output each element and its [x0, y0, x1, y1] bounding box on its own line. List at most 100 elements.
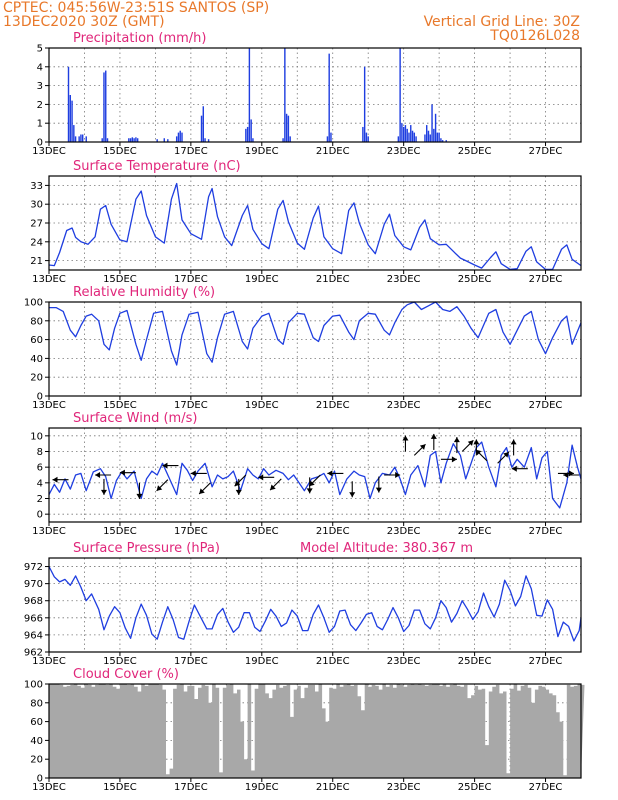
x-tick-label: 25DEC — [458, 274, 492, 285]
y-tick-label: 100 — [24, 298, 43, 309]
precip-bar — [74, 136, 77, 142]
wind-arrow-head — [136, 493, 143, 499]
wind-arrow — [119, 469, 136, 476]
precip-bar — [156, 139, 158, 142]
x-tick-label: 19DEC — [245, 274, 279, 285]
precip-bar — [101, 138, 103, 142]
x-tick-label: 23DEC — [387, 274, 421, 285]
plot-frame — [48, 175, 582, 271]
x-tick-label: 23DEC — [387, 782, 421, 793]
precip-bar — [136, 138, 139, 142]
panel-temp: 21 24 27 30 33 Surface Temperature (nC) 13DEC 1… — [30, 159, 582, 285]
temp-series-line — [48, 182, 582, 271]
precip-bar — [81, 134, 84, 142]
y-tick-label: 40 — [30, 354, 43, 365]
precip-bar — [207, 139, 210, 142]
wind-arrow — [497, 451, 510, 464]
precip-bar — [163, 138, 165, 142]
precip-bar — [181, 132, 183, 142]
precip-bar — [248, 48, 251, 142]
wind-arrow — [136, 482, 143, 499]
panel-title: Relative Humidity (%) — [73, 285, 215, 300]
wind-arrow — [258, 474, 275, 481]
x-tick-label: 15DEC — [103, 526, 137, 537]
wind-arrow — [52, 476, 69, 483]
wind-arrow-head — [199, 488, 205, 495]
precip-bar — [252, 138, 254, 142]
x-tick-label: 23DEC — [387, 656, 421, 667]
wind-arrow — [430, 433, 437, 450]
wind-arrow-head — [258, 474, 264, 481]
y-tick-label: 0 — [37, 138, 43, 149]
wind-arrow-head — [100, 489, 107, 495]
x-tick-label: 19DEC — [245, 146, 279, 157]
y-tick-label: 27 — [30, 219, 43, 230]
wind-arrow — [156, 479, 169, 492]
precip-bar — [427, 130, 430, 142]
x-tick-label: 25DEC — [458, 400, 492, 411]
x-tick-label: 25DEC — [458, 656, 492, 667]
precip-bar — [131, 137, 134, 142]
wind-arrow-head — [511, 465, 517, 472]
wind-arrow-head — [375, 487, 382, 493]
precip-bar — [404, 125, 407, 142]
wind-arrow-head — [309, 480, 315, 487]
plot-frame — [48, 47, 582, 143]
wind-arrow-head — [190, 470, 196, 477]
wind-arrow-head — [475, 449, 482, 456]
x-tick-label: 15DEC — [103, 656, 137, 667]
y-tick-label: 962 — [24, 648, 43, 659]
y-tick-label: 0 — [37, 392, 43, 403]
wind-arrow-head — [395, 472, 401, 478]
y-tick-label: 20 — [30, 755, 43, 766]
precip-bar — [282, 138, 284, 142]
y-tick-label: 6 — [37, 463, 43, 474]
panel-pressure: 962 964 966 968 970 972 Surface Pressure (hPa)… — [24, 541, 582, 667]
precip-bar — [415, 136, 417, 142]
wind-arrow-head — [349, 492, 356, 498]
precip-bar — [328, 53, 330, 142]
wind-arrow — [269, 478, 282, 491]
plot-frame — [48, 683, 582, 779]
x-tick-label: 25DEC — [458, 146, 492, 157]
x-tick-label: 19DEC — [245, 400, 279, 411]
y-tick-label: 100 — [24, 680, 43, 691]
precip-bar — [105, 70, 107, 142]
x-tick-label: 15DEC — [103, 146, 137, 157]
wind-arrow-head — [95, 472, 101, 478]
precip-bar — [289, 136, 291, 142]
wind-arrow — [563, 472, 580, 478]
panel-cloud: 0 20 40 60 80 100 Cloud Cover (%) 13DEC 15DEC 17D… — [24, 667, 585, 793]
x-tick-label: 17DEC — [174, 146, 208, 157]
y-tick-label: 20 — [30, 373, 43, 384]
x-tick-label: 15DEC — [103, 274, 137, 285]
wind-arrow-head — [270, 484, 276, 491]
wind-arrow-head — [510, 439, 517, 445]
plot-frame — [48, 427, 582, 523]
y-tick-label: 33 — [30, 181, 43, 192]
x-tick-label: 25DEC — [458, 526, 492, 537]
wind-arrow — [95, 472, 112, 478]
wind-arrow — [234, 474, 247, 487]
y-tick-label: 10 — [30, 431, 43, 442]
y-tick-label: 40 — [30, 736, 43, 747]
wind-arrow — [198, 482, 211, 495]
x-tick-label: 13DEC — [32, 146, 66, 157]
wind-arrow — [475, 449, 488, 462]
panel-title: Surface Temperature (nC) — [73, 159, 241, 174]
wind-arrow-head — [402, 435, 409, 441]
plot-frame — [48, 557, 582, 653]
rh-series-line — [49, 301, 582, 366]
precip-bar — [445, 140, 447, 142]
y-tick-label: 80 — [30, 316, 43, 327]
wind-arrow — [349, 481, 356, 498]
wind-arrow — [190, 470, 207, 477]
wind-arrow — [308, 474, 321, 487]
y-tick-label: 968 — [24, 596, 43, 607]
precip-bar — [129, 138, 132, 142]
precip-bar — [431, 104, 433, 142]
precip-bar — [175, 136, 178, 142]
precip-bar — [245, 128, 247, 142]
x-tick-label: 21DEC — [316, 400, 350, 411]
y-tick-label: 24 — [30, 237, 43, 248]
